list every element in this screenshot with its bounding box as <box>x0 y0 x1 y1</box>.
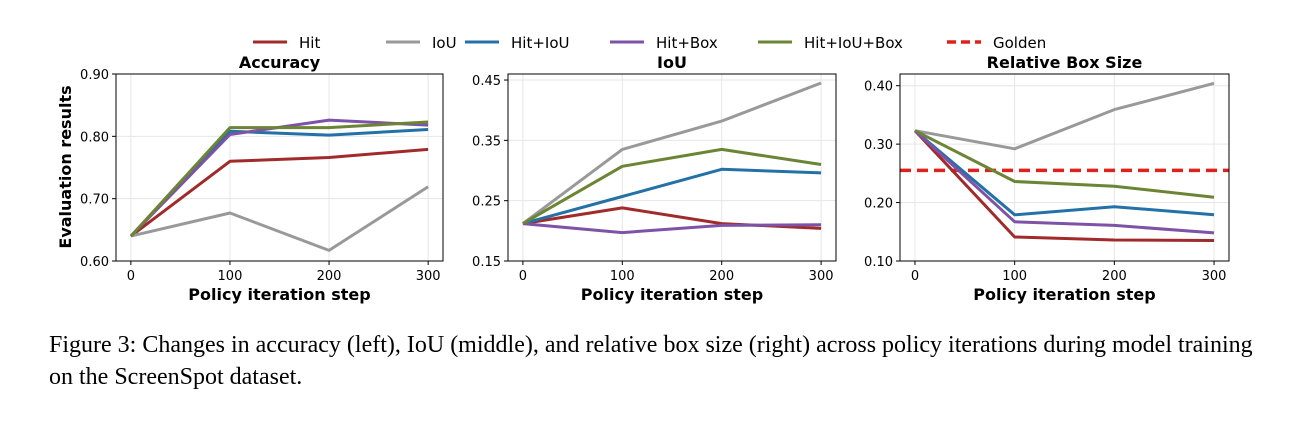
plot-frame <box>507 73 837 262</box>
y-tick-label: 0.90 <box>80 68 109 83</box>
legend-item-iou: IoU <box>386 34 457 52</box>
series-line-hit-iou <box>914 129 1215 217</box>
x-tick-label: 0 <box>519 269 527 284</box>
plot-frame <box>899 73 1230 262</box>
series-line-iou <box>130 185 429 252</box>
x-tick-label: 100 <box>1002 269 1027 284</box>
series-line-hit <box>913 129 1215 242</box>
y-tick-label: 0.25 <box>472 195 501 210</box>
series-line-hit-box <box>522 222 822 235</box>
y-tick-label: 0.80 <box>80 130 109 145</box>
panel-accuracy: 0 100 200 300 0.60 0.70 0.80 0.90 Accuracy Policy… <box>80 53 444 304</box>
series-line-hit-iou <box>522 167 822 226</box>
series-line-iou <box>914 81 1215 151</box>
x-axis-label: Policy iteration step <box>188 285 370 304</box>
y-tick-label: 0.40 <box>864 80 893 95</box>
panel-title: IoU <box>657 53 687 72</box>
series-line-hit-iou-box <box>129 120 429 238</box>
series-line-hit <box>129 147 429 238</box>
y-tick-label: 0.10 <box>864 255 893 270</box>
legend-label: Hit+IoU+Box <box>804 34 903 52</box>
legend-label: Hit+IoU <box>511 34 569 52</box>
legend-label: IoU <box>432 34 457 52</box>
series-line-hit-iou-box <box>522 147 822 225</box>
y-tick-label: 0.30 <box>864 138 893 153</box>
legend-item-hit-iou: Hit+IoU <box>465 34 569 52</box>
x-tick-label: 200 <box>709 269 734 284</box>
figure-caption: Figure 3: Changes in accuracy (left), Io… <box>49 332 1253 390</box>
x-tick-label: 300 <box>416 269 441 284</box>
y-axis-label: Evaluation results <box>56 85 75 248</box>
panel-title: Accuracy <box>239 53 321 72</box>
series-line-hit-box <box>913 129 1215 235</box>
figure: Hit IoU Hit+IoU Hit+Box Hit+IoU+Box Golden 0 1… <box>56 34 1230 304</box>
legend-item-hit: Hit <box>253 34 320 52</box>
x-tick-label: 0 <box>127 269 135 284</box>
panel-title: Relative Box Size <box>987 53 1143 72</box>
y-tick-label: 0.35 <box>472 134 501 149</box>
x-tick-label: 100 <box>218 269 243 284</box>
x-tick-label: 200 <box>1102 269 1127 284</box>
chart-panels: 0 100 200 300 0.60 0.70 0.80 0.90 Accuracy Policy… <box>80 53 1230 304</box>
legend-label: Golden <box>993 34 1046 52</box>
legend-label: Hit <box>299 34 320 52</box>
legend-item-hit-iou-box: Hit+IoU+Box <box>758 34 903 52</box>
legend: Hit IoU Hit+IoU Hit+Box Hit+IoU+Box Golden <box>253 34 1046 52</box>
legend-item-hit-box: Hit+Box <box>610 34 718 52</box>
y-tick-label: 0.20 <box>864 197 893 212</box>
legend-item-golden: Golden <box>947 34 1046 52</box>
series-line-hit-iou-box <box>914 129 1215 199</box>
x-axis-label: Policy iteration step <box>973 285 1155 304</box>
legend-label: Hit+Box <box>656 34 718 52</box>
y-tick-label: 0.45 <box>472 74 501 89</box>
x-tick-label: 0 <box>911 269 919 284</box>
y-tick-label: 0.60 <box>80 255 109 270</box>
y-tick-label: 0.15 <box>472 255 501 270</box>
series-line-hit-iou <box>129 128 429 238</box>
series-line-iou <box>522 81 822 225</box>
y-tick-label: 0.70 <box>80 193 109 208</box>
x-tick-label: 100 <box>610 269 635 284</box>
panel-iou: 0 100 200 300 0.15 0.25 0.35 0.45 IoU Policy iter… <box>472 53 837 304</box>
panel-relative-box-size: 0 100 200 300 0.10 0.20 0.30 0.40 Relative Box S… <box>864 53 1230 304</box>
x-tick-label: 300 <box>1202 269 1227 284</box>
series-line-hit-box <box>129 118 429 238</box>
x-tick-label: 300 <box>809 269 834 284</box>
x-tick-label: 200 <box>317 269 342 284</box>
plot-frame <box>115 73 444 262</box>
x-axis-label: Policy iteration step <box>581 285 763 304</box>
